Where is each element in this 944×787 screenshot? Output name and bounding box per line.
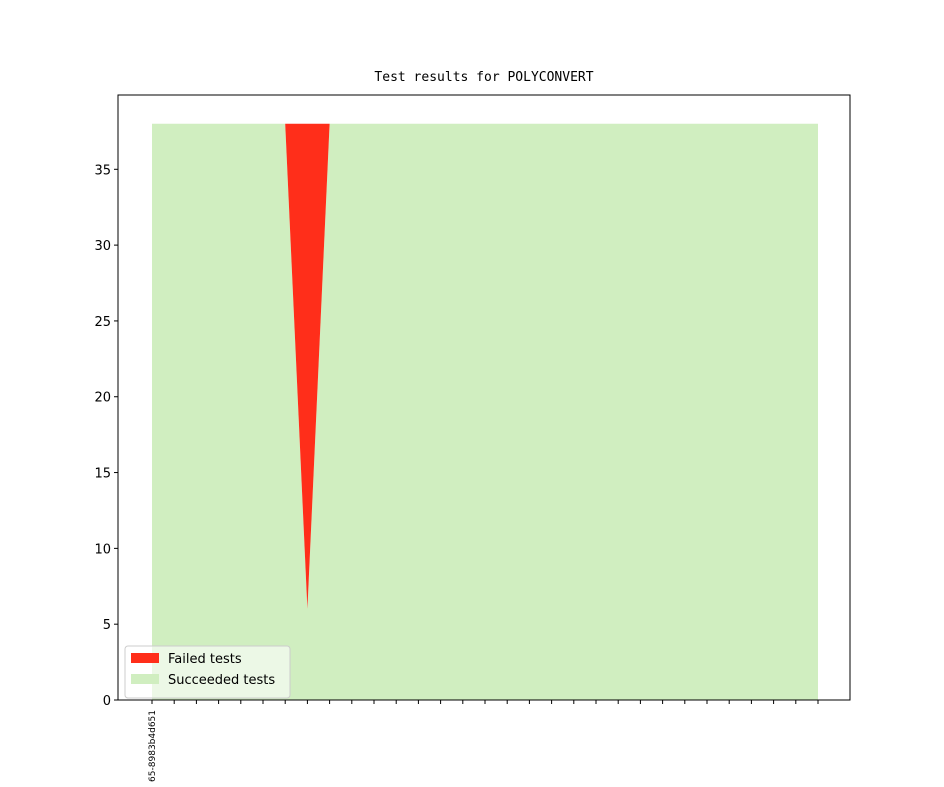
y-tick-label: 30 — [94, 239, 111, 254]
y-tick-label: 20 — [94, 391, 111, 406]
area — [152, 123, 818, 701]
area — [152, 123, 818, 610]
legend-swatch — [131, 653, 159, 663]
legend-swatch — [131, 674, 159, 684]
chart-title: Test results for POLYCONVERT — [374, 70, 593, 85]
legend-label: Succeeded tests — [168, 673, 275, 688]
y-tick-label: 10 — [94, 542, 111, 557]
y-tick-label: 15 — [94, 467, 111, 482]
y-tick-label: 35 — [94, 163, 111, 178]
y-tick-label: 25 — [94, 315, 111, 330]
legend-box — [124, 645, 291, 699]
plot-frame — [117, 94, 851, 701]
y-tick-label: 5 — [103, 618, 111, 633]
y-tick-label: 0 — [103, 694, 111, 709]
x-tick-label: 65-8983b4d651 — [148, 710, 158, 782]
legend-label: Failed tests — [168, 652, 242, 667]
